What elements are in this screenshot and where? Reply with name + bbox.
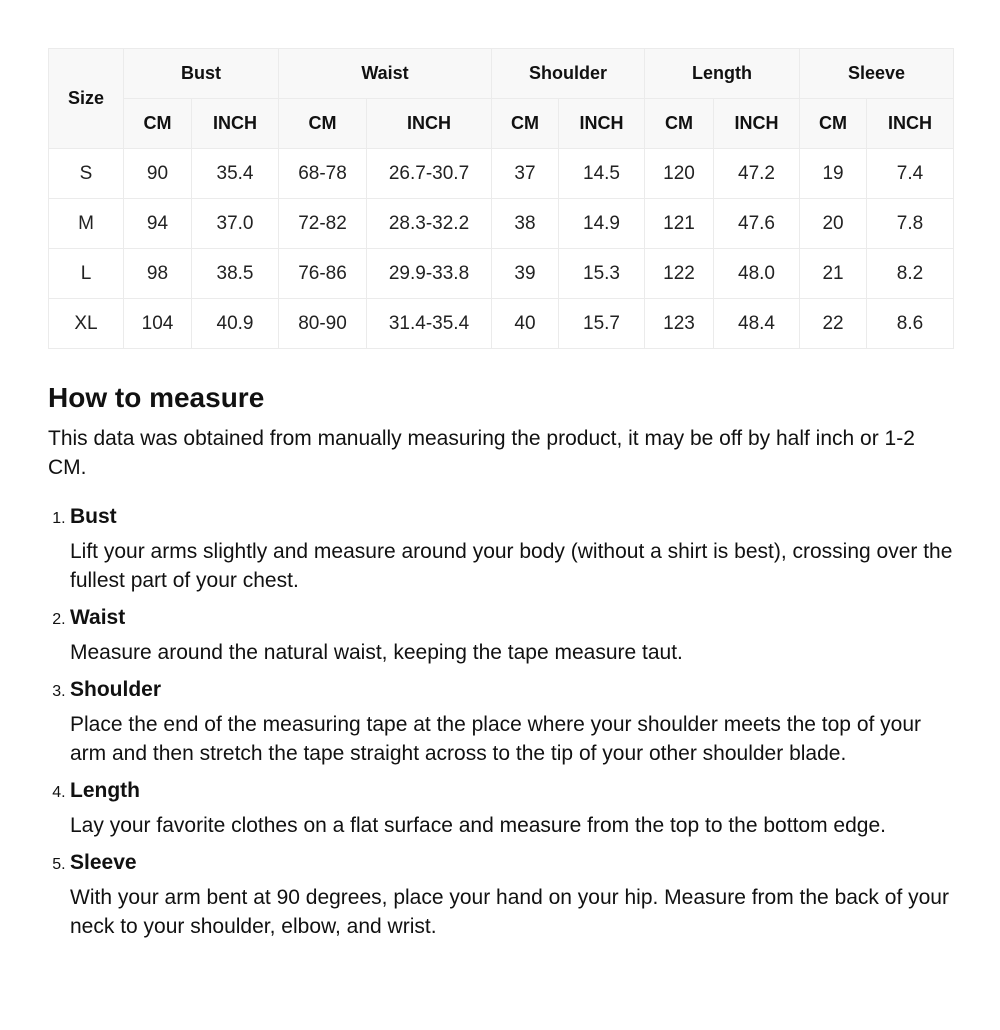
table-row: XL 104 40.9 80-90 31.4-35.4 40 15.7 123 48.4 22 8.… <box>48 298 955 349</box>
table-cell: 122 <box>644 248 715 299</box>
list-item: Length Lay your favorite clothes on a fla… <box>70 776 958 840</box>
item-title: Bust <box>70 505 117 528</box>
cm-header: CM <box>278 98 367 149</box>
list-item: Shoulder Place the end of the measuring t… <box>70 675 958 768</box>
table-cell: 21 <box>799 248 868 299</box>
list-item: Sleeve With your arm bent at 90 degrees, … <box>70 848 958 941</box>
item-title: Sleeve <box>70 851 137 874</box>
group-header: Waist <box>278 48 492 99</box>
table-cell: 90 <box>123 148 192 199</box>
group-header: Sleeve <box>799 48 955 99</box>
table-cell: 35.4 <box>191 148 279 199</box>
cm-header: CM <box>644 98 715 149</box>
item-title: Waist <box>70 606 126 629</box>
inch-header: INCH <box>191 98 279 149</box>
item-desc: With your arm bent at 90 degrees, place … <box>70 886 949 938</box>
cm-header: CM <box>799 98 868 149</box>
table-cell: 72-82 <box>278 198 367 249</box>
table-cell: 39 <box>491 248 559 299</box>
measure-list: Bust Lift your arms slightly and measure … <box>48 502 958 941</box>
table-row: M 94 37.0 72-82 28.3-32.2 38 14.9 121 47.6 20 7.8 <box>48 198 955 249</box>
group-header: Length <box>644 48 801 99</box>
table-cell: M <box>48 198 124 249</box>
table-row: L 98 38.5 76-86 29.9-33.8 39 15.3 122 48.0 21 8.2 <box>48 248 955 299</box>
table-cell: 48.4 <box>713 298 801 349</box>
item-title: Length <box>70 779 140 802</box>
inch-header: INCH <box>366 98 492 149</box>
table-cell: 47.2 <box>713 148 801 199</box>
table-cell: 29.9-33.8 <box>366 248 492 299</box>
item-desc: Measure around the natural waist, keepin… <box>70 641 683 664</box>
table-cell: 68-78 <box>278 148 367 199</box>
table-cell: 15.7 <box>557 298 646 349</box>
table-cell: 15.3 <box>557 248 646 299</box>
how-to-measure-section: How to measure This data was obtained fr… <box>48 382 958 949</box>
table-cell: 80-90 <box>278 298 367 349</box>
table-cell: S <box>48 148 124 199</box>
table-cell: 28.3-32.2 <box>366 198 492 249</box>
table-cell: 94 <box>123 198 192 249</box>
table-cell: 120 <box>644 148 715 199</box>
table-cell: XL <box>48 298 124 349</box>
table-cell: 76-86 <box>278 248 367 299</box>
table-cell: 38.5 <box>191 248 279 299</box>
table-cell: 98 <box>123 248 192 299</box>
table-cell: 7.4 <box>866 148 955 199</box>
table-cell: 14.9 <box>557 198 646 249</box>
table-cell: 31.4-35.4 <box>366 298 492 349</box>
cm-header: CM <box>491 98 559 149</box>
table-cell: 40.9 <box>191 298 279 349</box>
group-header: Bust <box>123 48 279 99</box>
table-cell: L <box>48 248 124 299</box>
table-cell: 22 <box>799 298 868 349</box>
table-cell: 47.6 <box>713 198 801 249</box>
table-cell: 123 <box>644 298 715 349</box>
item-title: Shoulder <box>70 678 162 701</box>
table-cell: 7.8 <box>866 198 955 249</box>
table-row: S 90 35.4 68-78 26.7-30.7 37 14.5 120 47.2 19 7.4 <box>48 148 955 199</box>
size-header: Size <box>48 48 124 149</box>
table-cell: 19 <box>799 148 868 199</box>
inch-header: INCH <box>713 98 801 149</box>
table-cell: 40 <box>491 298 559 349</box>
table-cell: 121 <box>644 198 715 249</box>
inch-header: INCH <box>557 98 646 149</box>
item-desc: Lay your favorite clothes on a flat surf… <box>70 814 886 837</box>
list-item: Waist Measure around the natural waist, k… <box>70 603 958 667</box>
intro-text: This data was obtained from manually mea… <box>48 427 915 479</box>
group-header: Shoulder <box>490 48 646 99</box>
table-cell: 20 <box>799 198 868 249</box>
table-cell: 8.2 <box>866 248 955 299</box>
table-cell: 26.7-30.7 <box>366 148 492 199</box>
section-title: How to measure <box>48 382 265 413</box>
table-cell: 104 <box>123 298 192 349</box>
item-desc: Lift your arms slightly and measure arou… <box>70 540 953 592</box>
table-cell: 14.5 <box>557 148 646 199</box>
table-cell: 48.0 <box>713 248 801 299</box>
item-desc: Place the end of the measuring tape at t… <box>70 713 922 765</box>
inch-header: INCH <box>866 98 955 149</box>
table-cell: 37 <box>491 148 559 199</box>
table-cell: 38 <box>491 198 559 249</box>
table-cell: 37.0 <box>191 198 279 249</box>
size-chart-table: Size Bust Waist Shoulder Length Sleeve CM INCH C… <box>48 48 955 349</box>
list-item: Bust Lift your arms slightly and measure … <box>70 502 958 595</box>
cm-header: CM <box>123 98 192 149</box>
table-cell: 8.6 <box>866 298 955 349</box>
